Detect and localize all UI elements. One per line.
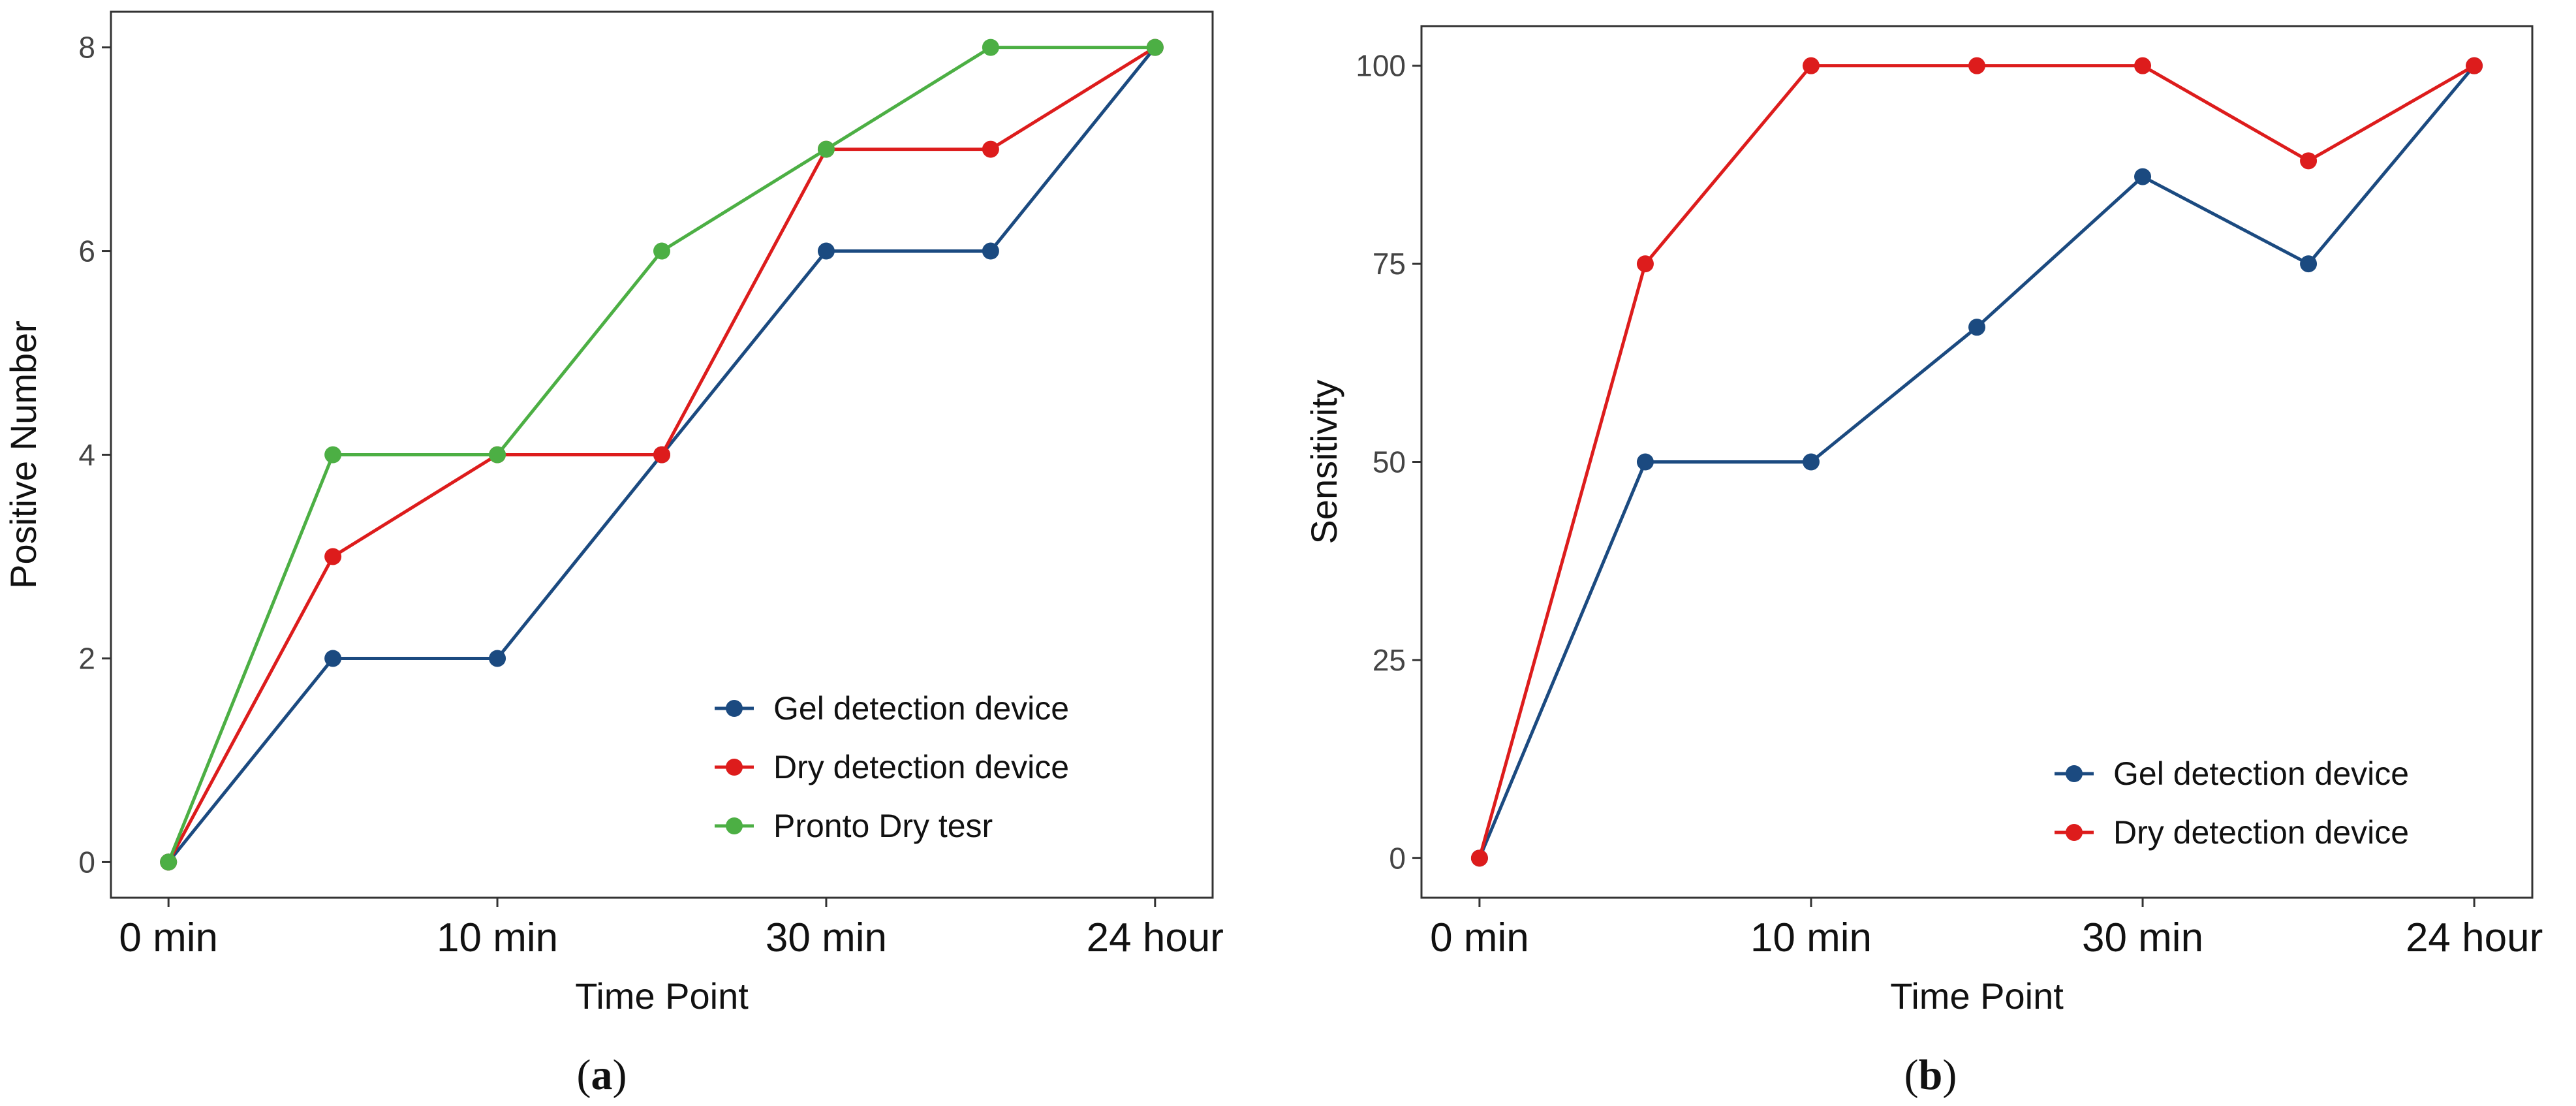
data-point xyxy=(324,548,342,565)
data-point xyxy=(160,853,178,871)
x-axis-label: Time Point xyxy=(575,975,749,1017)
x-tick-label: 30 min xyxy=(2082,915,2203,960)
data-point xyxy=(1968,57,1985,74)
legend-marker xyxy=(726,759,743,776)
data-point xyxy=(2300,152,2318,170)
x-tick-label: 10 min xyxy=(1750,915,1872,960)
legend-label: Dry detection device xyxy=(773,749,1069,785)
data-point xyxy=(817,242,835,260)
y-tick-label: 100 xyxy=(1356,49,1406,83)
y-tick-label: 6 xyxy=(78,234,95,268)
data-point xyxy=(1802,57,1820,74)
y-axis-label: Positive Number xyxy=(3,321,44,589)
data-point xyxy=(2300,255,2318,273)
legend-marker xyxy=(2066,824,2083,841)
x-tick-label: 24 hour xyxy=(1087,915,1224,960)
data-point xyxy=(1636,255,1654,273)
x-tick-label: 0 min xyxy=(1430,915,1529,960)
legend-marker xyxy=(2066,765,2083,782)
data-point xyxy=(324,650,342,667)
x-tick-label: 10 min xyxy=(437,915,558,960)
data-point xyxy=(2466,57,2483,74)
data-point xyxy=(1968,319,1985,336)
legend-label: Pronto Dry tesr xyxy=(773,808,993,844)
data-point xyxy=(653,446,670,464)
x-tick-label: 0 min xyxy=(119,915,218,960)
data-point xyxy=(2134,168,2152,185)
data-point xyxy=(1470,849,1488,867)
y-tick-label: 25 xyxy=(1373,643,1406,677)
y-tick-label: 50 xyxy=(1373,445,1406,479)
y-tick-label: 8 xyxy=(78,31,95,65)
y-tick-label: 75 xyxy=(1373,247,1406,281)
y-tick-label: 0 xyxy=(1389,841,1406,875)
data-point xyxy=(1146,39,1164,56)
y-tick-label: 4 xyxy=(78,438,95,472)
y-axis-label: Sensitivity xyxy=(1303,379,1344,544)
data-point xyxy=(2134,57,2152,74)
y-tick-label: 2 xyxy=(78,641,95,675)
legend-marker xyxy=(726,700,743,717)
data-point xyxy=(324,446,342,464)
data-point xyxy=(1802,453,1820,471)
data-point xyxy=(489,446,506,464)
data-point xyxy=(1636,453,1654,471)
x-axis-label: Time Point xyxy=(1890,975,2064,1017)
panel-label: (b) xyxy=(1904,1051,1957,1099)
panel-label: (a) xyxy=(577,1051,627,1099)
chart-panel-b: 0 25 50 75 100 0 min 10 min 30 min 24 hour Time P… xyxy=(1303,25,2543,1099)
legend-marker xyxy=(726,817,743,834)
data-point xyxy=(982,140,999,158)
plot-frame xyxy=(1420,25,2534,899)
y-tick-label: 0 xyxy=(78,845,95,879)
legend-label: Gel detection device xyxy=(773,690,1069,727)
chart-panel-a: 0 2 4 6 8 0 min 10 min 30 min 24 hour Time Point P… xyxy=(3,10,1224,1099)
data-point xyxy=(489,650,506,667)
data-point xyxy=(653,242,670,260)
data-point xyxy=(982,39,999,56)
data-point xyxy=(817,140,835,158)
legend-label: Gel detection device xyxy=(2113,755,2409,792)
data-point xyxy=(982,242,999,260)
x-tick-label: 30 min xyxy=(766,915,887,960)
x-tick-label: 24 hour xyxy=(2406,915,2543,960)
legend-label: Dry detection device xyxy=(2113,814,2409,851)
